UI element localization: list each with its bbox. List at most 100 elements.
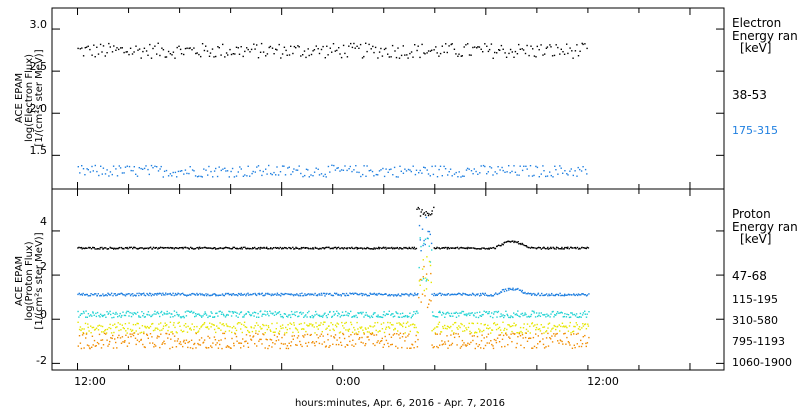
data-point [87, 169, 89, 171]
data-point [223, 332, 226, 335]
data-point [336, 49, 338, 52]
electron-ytick-label: 1.5 [30, 144, 48, 157]
data-point [361, 247, 363, 249]
data-point [172, 51, 175, 53]
data-point [522, 243, 524, 246]
data-point [581, 343, 584, 345]
data-point [362, 293, 364, 295]
data-point [261, 313, 264, 315]
data-point [344, 346, 346, 348]
data-point [444, 316, 446, 318]
data-point [215, 55, 217, 58]
data-point [586, 294, 589, 296]
data-point [87, 326, 89, 329]
data-point [512, 332, 514, 335]
data-point [397, 312, 399, 315]
data-point [260, 310, 262, 312]
data-point [537, 328, 539, 331]
data-point [421, 268, 424, 270]
data-point [221, 323, 223, 326]
data-point [545, 316, 547, 318]
data-point [138, 315, 140, 317]
data-point [90, 293, 92, 295]
data-point [342, 325, 344, 327]
data-point [480, 323, 482, 325]
data-point [560, 325, 562, 328]
data-point [186, 331, 189, 333]
data-point [229, 311, 231, 313]
data-point [373, 312, 375, 314]
data-point [91, 315, 93, 317]
data-point [387, 171, 389, 173]
data-point [278, 311, 281, 313]
data-point [151, 336, 153, 338]
data-point [254, 343, 256, 345]
data-point [540, 324, 542, 326]
proton-ytick-label: 4 [40, 215, 47, 228]
data-point [257, 324, 259, 326]
data-point [234, 53, 236, 55]
data-point [253, 327, 255, 329]
data-point [274, 293, 276, 295]
data-point [126, 51, 128, 53]
data-point [273, 314, 276, 316]
data-point [421, 172, 423, 174]
data-point [535, 333, 537, 335]
data-point [438, 168, 440, 171]
data-point [200, 315, 202, 317]
data-point [129, 312, 131, 314]
data-point [292, 294, 295, 297]
data-point [481, 314, 483, 316]
data-point [498, 326, 501, 329]
data-point [288, 54, 291, 56]
data-point [160, 311, 162, 314]
data-point [404, 340, 406, 342]
data-point [353, 315, 355, 317]
data-point [339, 316, 341, 318]
data-point [435, 247, 438, 250]
data-point [380, 323, 383, 325]
data-point [241, 331, 243, 334]
data-point [490, 340, 492, 342]
data-point [547, 248, 550, 250]
data-point [201, 316, 203, 318]
data-point [569, 316, 572, 318]
data-point [381, 247, 384, 249]
data-point [480, 315, 483, 317]
data-point [368, 294, 370, 297]
data-point [423, 239, 425, 242]
data-point [577, 248, 580, 250]
data-point [148, 173, 150, 176]
data-point [220, 294, 222, 296]
data-point [448, 45, 450, 47]
data-point [174, 171, 177, 174]
data-point [558, 312, 560, 314]
data-point [303, 336, 305, 338]
data-point [515, 324, 517, 326]
data-point [351, 344, 353, 346]
data-point [319, 324, 321, 326]
data-point [78, 292, 80, 295]
data-point [461, 323, 463, 326]
data-point [499, 245, 501, 247]
data-point [479, 329, 481, 331]
data-point [387, 247, 390, 249]
data-point [524, 332, 527, 334]
data-point [383, 311, 385, 313]
data-point [277, 312, 280, 314]
data-point [397, 316, 400, 318]
data-point [181, 331, 184, 333]
data-point [152, 342, 154, 344]
data-point [572, 174, 574, 177]
data-point [577, 293, 580, 295]
data-point [322, 247, 325, 249]
data-point [97, 325, 99, 327]
data-point [135, 45, 137, 47]
data-point [558, 342, 560, 344]
data-point [430, 272, 432, 275]
data-point [180, 53, 183, 55]
data-point [174, 326, 176, 329]
data-point [240, 46, 242, 48]
data-point [458, 335, 460, 338]
data-point [346, 248, 348, 250]
